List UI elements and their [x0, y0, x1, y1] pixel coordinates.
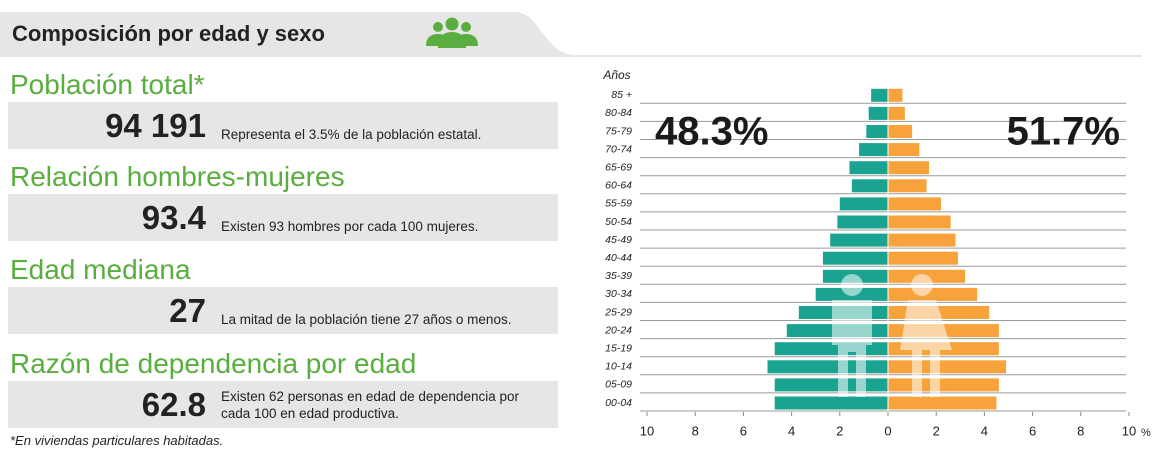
x-unit: % [1141, 427, 1151, 439]
bar [868, 106, 888, 120]
y-tick-label: 20-24 [604, 324, 632, 336]
stat-box: 62.8 Existen 62 personas en edad de depen… [8, 381, 558, 428]
header-bar [0, 12, 1142, 57]
bar [888, 251, 958, 265]
bar [871, 88, 888, 102]
bar [888, 360, 1007, 374]
bar [888, 125, 913, 138]
stat-value: 93.4 [141, 199, 206, 236]
stat-value: 62.8 [141, 386, 206, 423]
y-tick-label: 45-49 [605, 234, 632, 246]
x-tick-label: 6 [1029, 423, 1036, 438]
x-tick-label: 8 [1077, 423, 1084, 438]
stat-text: Representa el 3.5% de la población estat… [221, 127, 482, 142]
bar [839, 197, 888, 211]
y-axis-label: Años [602, 68, 630, 82]
bar [849, 161, 888, 175]
share-label: 51.7% [1007, 110, 1120, 154]
bar [888, 179, 927, 193]
y-tick-label: 35-39 [605, 270, 632, 282]
bar [888, 233, 956, 247]
silhouettes [832, 274, 952, 397]
man-head [841, 274, 863, 296]
y-tick-label: 05-09 [605, 379, 632, 391]
woman-body [900, 300, 952, 397]
y-tick-label: 10-14 [605, 361, 632, 373]
y-tick-label: 00-04 [605, 397, 632, 409]
y-tick-label: 55-59 [605, 198, 632, 210]
x-tick-label: 10 [640, 423, 654, 438]
y-tick-label: 40-44 [605, 252, 632, 264]
bar [830, 233, 888, 247]
bar [859, 143, 888, 157]
y-tick-label: 75-79 [605, 125, 632, 137]
y-tick-label: 30-34 [605, 288, 632, 300]
x-tick-label: 2 [933, 423, 940, 438]
y-tick-label: 15-19 [605, 342, 632, 354]
stat-text: La mitad de la población tiene 27 años o… [221, 312, 512, 327]
x-tick-label: 0 [884, 423, 891, 438]
bar [888, 396, 997, 410]
bar [888, 161, 929, 175]
stat-text: Existen 62 personas en edad de dependenc… [221, 389, 519, 421]
bar [767, 360, 888, 374]
bar [837, 215, 888, 229]
x-tick-label: 4 [981, 423, 988, 438]
woman-head [911, 274, 933, 296]
footnote: *En viviendas particulares habitadas. [10, 433, 224, 448]
x-tick-label: 10 [1122, 423, 1136, 438]
share-label: 48.3% [655, 110, 768, 154]
stat-text: Existen 93 hombres por cada 100 mujeres. [221, 219, 479, 234]
bar [774, 378, 888, 392]
y-tick-label: 60-64 [605, 180, 632, 192]
bar [888, 143, 920, 157]
stat-value: 27 [169, 292, 206, 329]
stat-heading: Relación hombres-mujeres [10, 161, 345, 192]
header-title: Composición por edad y sexo [12, 21, 325, 46]
y-tick-label: 80-84 [605, 107, 632, 119]
x-tick-label: 8 [692, 423, 699, 438]
man-body [832, 300, 872, 397]
bar [851, 179, 888, 193]
bar [888, 287, 978, 301]
bar [774, 396, 888, 410]
bar [888, 106, 905, 120]
bar [866, 125, 888, 138]
y-tick-label: 85 + [611, 89, 632, 101]
stat-value: 94 191 [105, 107, 206, 144]
x-tick-label: 4 [788, 423, 795, 438]
y-tick-label: 70-74 [605, 143, 632, 155]
stat-box: 93.4 Existen 93 hombres por cada 100 muje… [8, 194, 558, 241]
people-icon [426, 17, 478, 48]
x-tick-label: 2 [836, 423, 843, 438]
y-tick-label: 25-29 [604, 306, 632, 318]
stat-box: 27 La mitad de la población tiene 27 años… [8, 287, 558, 334]
bar [888, 197, 942, 211]
stat-box: 94 191 Representa el 3.5% de la población… [8, 102, 558, 149]
stat-heading: Edad mediana [10, 254, 191, 285]
x-tick-label: 6 [740, 423, 747, 438]
y-tick-label: 50-54 [605, 216, 632, 228]
stat-heading: Razón de dependencia por edad [10, 348, 417, 379]
bar [888, 88, 903, 102]
bar [822, 251, 888, 265]
y-tick-label: 65-69 [605, 161, 632, 173]
bar [888, 215, 951, 229]
stat-heading: Población total* [10, 69, 205, 100]
bar [888, 378, 999, 392]
